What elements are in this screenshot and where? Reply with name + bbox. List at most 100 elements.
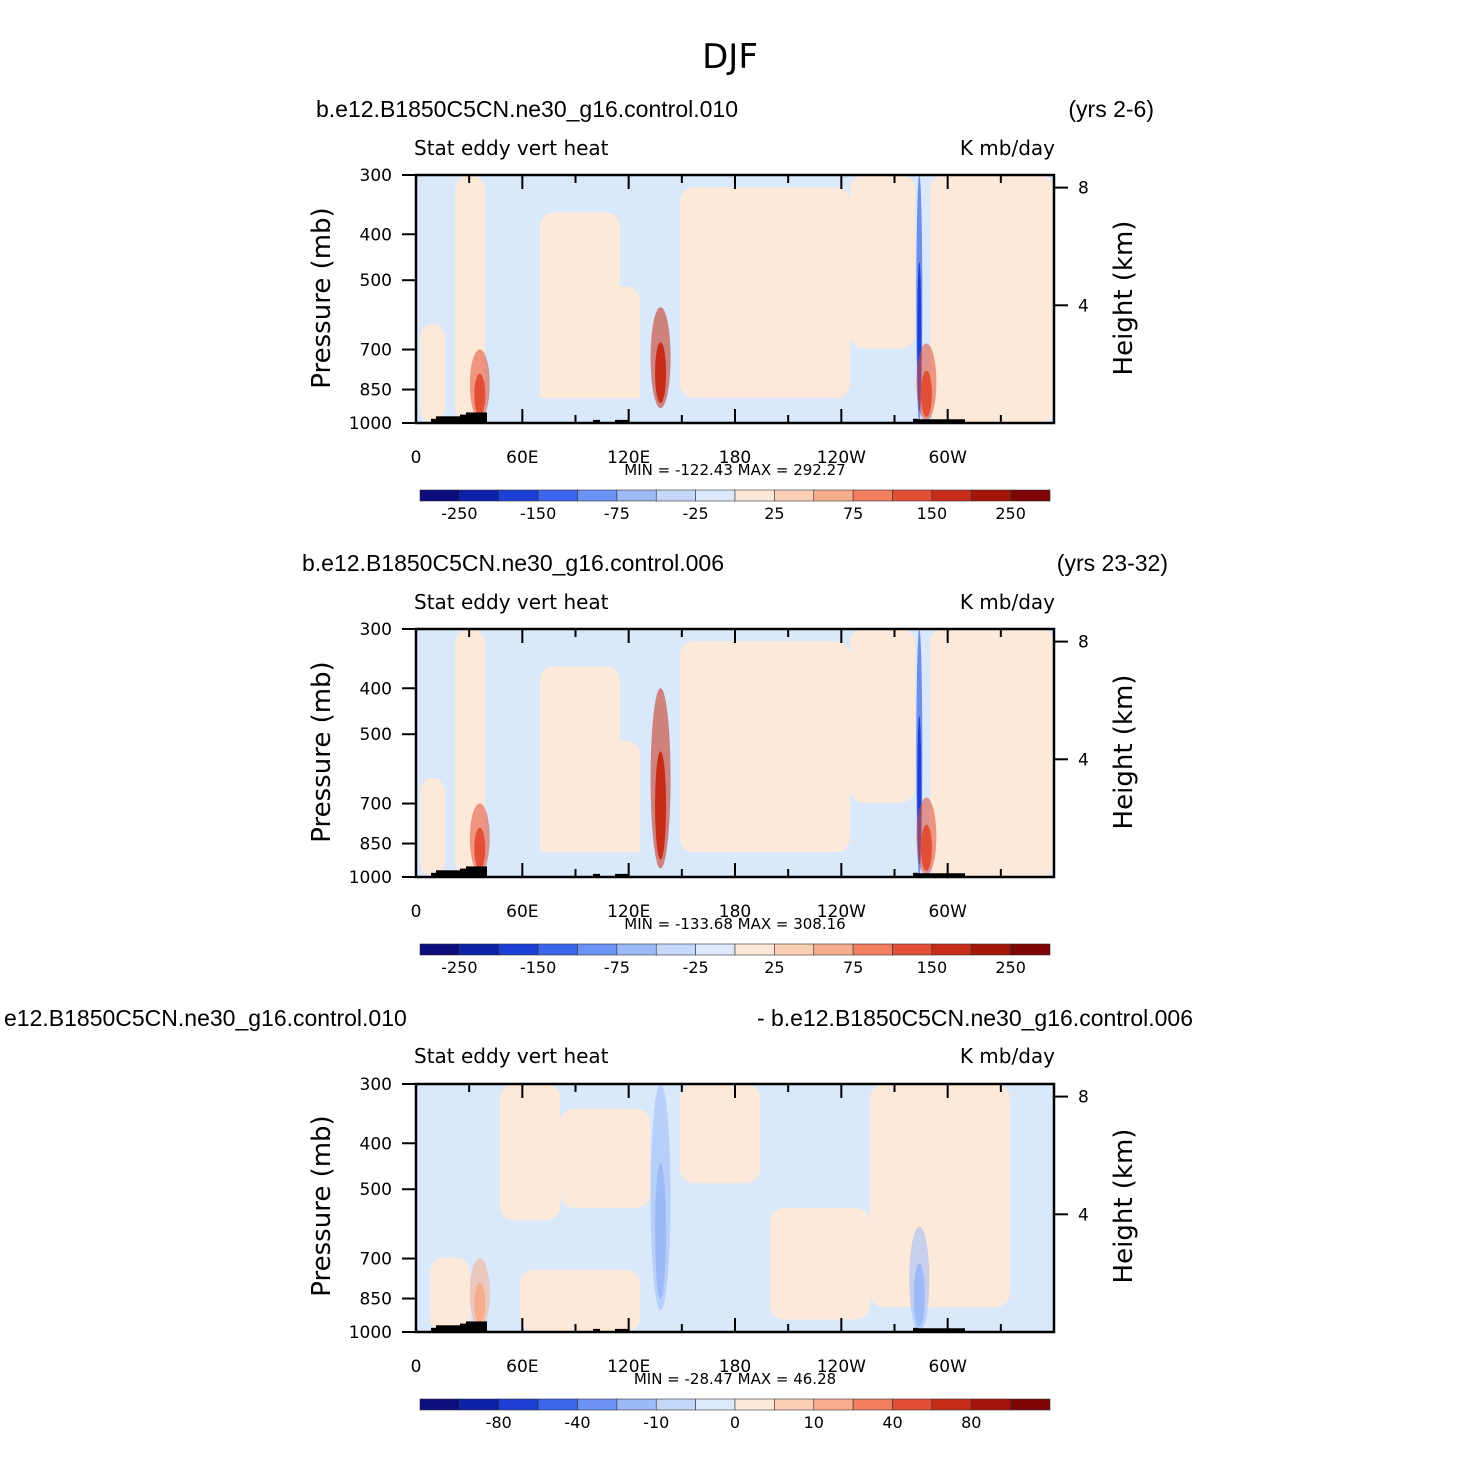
case-name: b.e12.B1850C5CN.ne30_g16.control.010: [316, 96, 738, 122]
y-axis-label-right: Height (km): [1109, 675, 1139, 830]
topography-mask: [615, 419, 628, 423]
colorbar-swatch: [616, 489, 657, 502]
x-tick-label: 180: [719, 448, 751, 468]
topography-mask: [431, 1327, 436, 1332]
y-tick-label: 1000: [349, 414, 392, 434]
variable-label: Stat eddy vert heat: [414, 136, 609, 160]
positive-region: [520, 1270, 640, 1332]
colorbar-label: -25: [683, 958, 709, 977]
colorbar-label: -80: [486, 1413, 512, 1432]
years-label: (yrs 2-6): [1068, 96, 1154, 122]
positive-region: [850, 629, 915, 803]
colorbar-label: 0: [730, 1413, 740, 1432]
panel-2: b.e12.B1850C5CN.ne30_g16.control.006 (yr…: [302, 550, 1168, 977]
y-axis-label-left: Pressure (mb): [307, 661, 337, 842]
positive-region: [850, 175, 915, 349]
colorbar-swatch: [970, 943, 1011, 956]
colorbar-swatch: [655, 943, 696, 956]
contour-feature-core: [920, 370, 932, 418]
colorbar-label: -250: [441, 958, 477, 977]
y-right-tick-label: 4: [1078, 750, 1089, 770]
colorbar-swatch: [459, 943, 500, 956]
contour-feature-core: [655, 751, 667, 860]
x-tick-label: 60E: [506, 902, 538, 922]
positive-region: [420, 323, 445, 423]
x-tick-label: 180: [719, 1357, 751, 1377]
colorbar-label: -40: [564, 1413, 590, 1432]
panel-1: b.e12.B1850C5CN.ne30_g16.control.010 (yr…: [307, 96, 1154, 523]
colorbar-swatch: [498, 1398, 539, 1411]
topography-mask: [436, 1325, 460, 1332]
topography-mask: [593, 873, 600, 877]
colorbar-swatch: [892, 1398, 933, 1411]
colorbar: -250 -150 -75 -25 25 75 150 250: [419, 943, 1051, 977]
colorbar-swatch: [774, 943, 815, 956]
plot-area: 0 60E 120E 180 120W 60W 300 400 500 700 850 1000 8 4: [349, 620, 1089, 922]
topography-mask: [593, 1328, 600, 1332]
topography-mask: [436, 416, 460, 423]
topography-mask: [918, 873, 965, 877]
y-axis-label-right: Height (km): [1109, 1129, 1139, 1284]
x-tick-label: 0: [411, 448, 422, 468]
colorbar-swatch: [931, 1398, 972, 1411]
positive-region: [500, 1084, 560, 1221]
topography-mask: [918, 419, 965, 423]
variable-label: Stat eddy vert heat: [414, 1044, 609, 1068]
field: [416, 629, 1054, 877]
plot-area: 0 60E 120E 180 120W 60W 300 400 500 700 850 1000 8 4: [349, 166, 1089, 468]
colorbar-swatch: [931, 489, 972, 502]
colorbar-swatch: [537, 1398, 578, 1411]
colorbar-label: -150: [520, 504, 556, 523]
y-axis-label-left: Pressure (mb): [307, 207, 337, 388]
colorbar-label: 80: [961, 1413, 981, 1432]
colorbar-label: 10: [804, 1413, 824, 1432]
colorbar-swatch: [1010, 1398, 1051, 1411]
y-tick-label: 850: [360, 835, 392, 855]
panel-3: e12.B1850C5CN.ne30_g16.control.010 - b.e…: [4, 1005, 1193, 1432]
x-tick-label: 60E: [506, 448, 538, 468]
stats-label: MIN = -28.47 MAX = 46.28: [634, 1370, 836, 1388]
topography-mask: [615, 873, 628, 877]
positive-region: [430, 1257, 470, 1332]
y-tick-label: 500: [360, 725, 392, 745]
colorbar-swatch: [577, 1398, 618, 1411]
topography-mask: [466, 1321, 487, 1332]
colorbar-swatch: [498, 943, 539, 956]
colorbar-swatch: [734, 943, 775, 956]
variable-label: Stat eddy vert heat: [414, 590, 609, 614]
colorbar-swatch: [655, 1398, 696, 1411]
y-tick-label: 400: [360, 679, 392, 699]
y-tick-label: 300: [360, 620, 392, 640]
x-tick-label: 60W: [928, 448, 967, 468]
colorbar-label: -150: [520, 958, 556, 977]
colorbar-label: 75: [843, 958, 863, 977]
units-label: K mb/day: [960, 1044, 1055, 1068]
y-tick-label: 700: [360, 1250, 392, 1270]
colorbar-swatch: [734, 489, 775, 502]
x-tick-label: 120E: [607, 902, 650, 922]
colorbar-swatch: [419, 1398, 460, 1411]
topography-mask: [593, 419, 600, 423]
colorbar-swatch: [419, 489, 460, 502]
colorbar-swatch: [498, 489, 539, 502]
colorbar-label: 40: [882, 1413, 902, 1432]
case-name: b.e12.B1850C5CN.ne30_g16.control.006: [302, 550, 724, 576]
colorbar-label: 25: [764, 958, 784, 977]
colorbar-swatch: [616, 943, 657, 956]
positive-region: [870, 1084, 1010, 1308]
topography-mask: [460, 414, 466, 423]
y-tick-label: 500: [360, 271, 392, 291]
positive-region: [560, 1108, 650, 1208]
y-tick-label: 850: [360, 1290, 392, 1310]
colorbar-label: -250: [441, 504, 477, 523]
topography-mask: [615, 1328, 628, 1332]
units-label: K mb/day: [960, 136, 1055, 160]
y-tick-label: 1000: [349, 868, 392, 888]
y-tick-label: 400: [360, 225, 392, 245]
field: [416, 1084, 1054, 1332]
colorbar-label: 25: [764, 504, 784, 523]
topography-mask: [466, 412, 487, 423]
contour-feature-core: [474, 827, 486, 870]
positive-region: [930, 629, 1054, 877]
